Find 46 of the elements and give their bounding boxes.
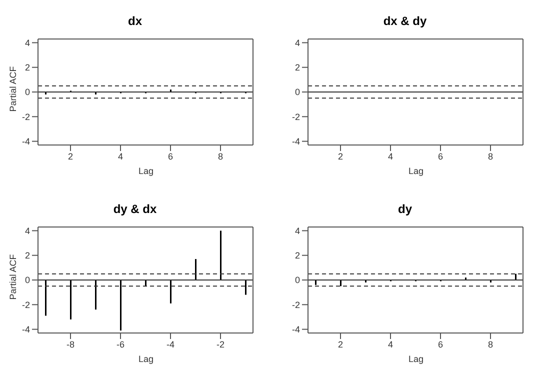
chart-title: dy <box>396 202 413 216</box>
x-tick-label: -6 <box>116 339 125 350</box>
y-tick-label: 0 <box>294 275 300 286</box>
y-axis-title: Partial ACF <box>8 65 18 114</box>
y-tick-label: -2 <box>22 112 30 122</box>
x-tick-label: 8 <box>218 151 224 162</box>
y-tick-label: -4 <box>22 136 30 146</box>
y-tick-label: -2 <box>292 112 300 122</box>
x-axis-title: Lag <box>407 354 425 364</box>
x-tick-label: 4 <box>388 339 394 350</box>
chart-title: dx & dy <box>382 14 428 28</box>
y-tick-label: -4 <box>292 136 300 146</box>
x-tick-label: 4 <box>118 151 124 162</box>
y-tick-label: 2 <box>24 250 30 261</box>
y-tick-label: 4 <box>294 38 300 48</box>
x-tick-label: -4 <box>166 339 175 350</box>
y-tick-label: 2 <box>294 62 300 73</box>
y-tick-label: 4 <box>24 226 30 236</box>
chart-title: dy & dx <box>112 202 158 216</box>
x-tick-label: 6 <box>168 151 174 162</box>
y-tick-label: 4 <box>24 38 30 48</box>
x-axis-title: Lag <box>137 166 155 176</box>
x-tick-label: 4 <box>388 151 394 162</box>
x-tick-label: 2 <box>338 339 344 350</box>
y-tick-label: 0 <box>294 87 300 98</box>
x-tick-label: 6 <box>438 339 444 350</box>
y-tick-label: 2 <box>294 250 300 261</box>
y-tick-label: 4 <box>294 226 300 236</box>
x-tick-label: 8 <box>488 339 494 350</box>
y-tick-label: -2 <box>22 300 30 310</box>
x-tick-label: -8 <box>66 339 75 350</box>
x-tick-label: 8 <box>488 151 494 162</box>
y-tick-label: -4 <box>292 324 300 334</box>
y-tick-label: 0 <box>24 275 30 286</box>
y-tick-label: 0 <box>24 87 30 98</box>
y-tick-label: -2 <box>292 300 300 310</box>
x-tick-label: 2 <box>338 151 344 162</box>
y-tick-label: 2 <box>24 62 30 73</box>
chart-title: dx <box>126 14 143 28</box>
x-tick-label: 2 <box>68 151 74 162</box>
y-tick-label: -4 <box>22 324 30 334</box>
x-axis-title: Lag <box>407 166 425 176</box>
x-tick-label: -2 <box>216 339 225 350</box>
y-axis-title: Partial ACF <box>8 253 18 302</box>
x-axis-title: Lag <box>137 354 155 364</box>
x-tick-label: 6 <box>438 151 444 162</box>
